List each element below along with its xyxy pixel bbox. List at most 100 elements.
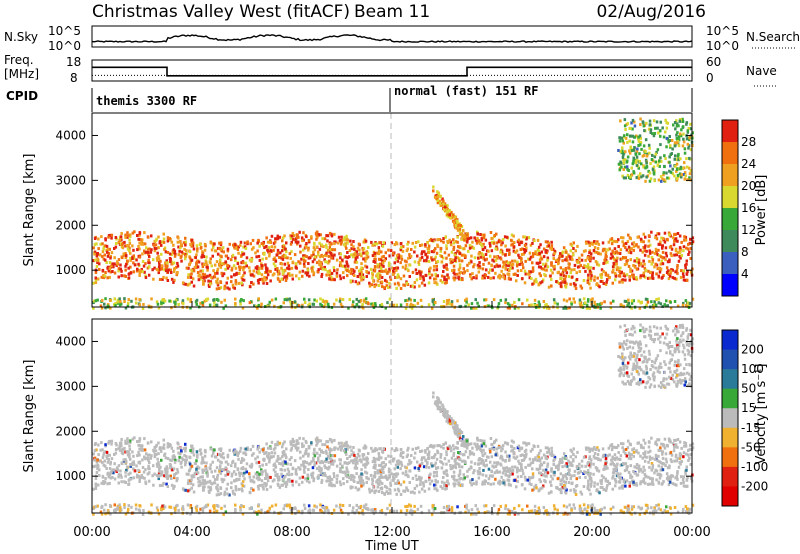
velocity-cell bbox=[364, 457, 367, 461]
power-cell bbox=[156, 268, 159, 272]
power-cell bbox=[560, 281, 563, 285]
power-cell bbox=[492, 298, 496, 302]
velocity-cell bbox=[575, 484, 579, 487]
power-cell bbox=[553, 264, 556, 268]
power-cell bbox=[670, 254, 673, 258]
power-cell bbox=[511, 259, 514, 263]
power-cell bbox=[592, 266, 595, 270]
power-cell bbox=[688, 301, 692, 305]
power-cell bbox=[436, 282, 439, 286]
power-cell bbox=[655, 249, 658, 253]
velocity-cell bbox=[172, 449, 175, 453]
power-cell bbox=[596, 303, 599, 307]
power-cell bbox=[539, 281, 542, 285]
power-cell bbox=[364, 256, 367, 260]
power-cell bbox=[573, 300, 576, 304]
power-cell bbox=[445, 302, 449, 306]
velocity-cell bbox=[290, 446, 293, 450]
power-cell bbox=[330, 232, 333, 236]
power-cell bbox=[584, 269, 587, 273]
power-cell bbox=[676, 265, 679, 269]
power-cell bbox=[217, 287, 221, 290]
power-cell bbox=[285, 241, 288, 245]
power-cell bbox=[240, 253, 243, 257]
power-cell bbox=[676, 173, 680, 177]
power-cell bbox=[673, 239, 676, 243]
velocity-cell bbox=[478, 467, 481, 470]
power-cell bbox=[674, 232, 677, 236]
velocity-cell bbox=[405, 455, 409, 459]
power-cell bbox=[279, 251, 282, 255]
power-cell bbox=[373, 267, 377, 271]
power-cell bbox=[659, 240, 662, 244]
power-cell bbox=[152, 277, 155, 281]
power-cell bbox=[166, 239, 170, 243]
power-cell bbox=[669, 144, 672, 148]
power-cell bbox=[393, 261, 396, 265]
power-cell bbox=[637, 137, 640, 141]
power-cell bbox=[395, 241, 398, 245]
power-cell bbox=[636, 147, 639, 151]
velocity-cell bbox=[298, 476, 302, 480]
power-cell bbox=[653, 300, 656, 304]
power-cell bbox=[628, 275, 632, 279]
power-cell bbox=[397, 275, 400, 279]
power-cell bbox=[526, 272, 529, 276]
power-cell bbox=[148, 261, 151, 265]
power-cell bbox=[202, 255, 206, 259]
velocity-cell bbox=[97, 443, 100, 447]
power-colorbar-label: Power [dB] bbox=[754, 175, 769, 246]
power-cell bbox=[449, 240, 453, 244]
power-cell bbox=[439, 201, 442, 205]
velocity-cell bbox=[302, 454, 305, 458]
power-cell bbox=[483, 246, 487, 250]
power-cell bbox=[234, 266, 238, 270]
velocity-cell bbox=[237, 451, 240, 455]
power-cell bbox=[454, 256, 457, 260]
velocity-cell bbox=[148, 461, 151, 464]
power-cell bbox=[523, 235, 527, 239]
velocity-cell bbox=[484, 444, 488, 448]
velocity-cell bbox=[124, 462, 128, 466]
power-cell bbox=[234, 243, 237, 247]
velocity-cell bbox=[529, 449, 533, 453]
power-cell bbox=[605, 258, 608, 262]
velocity-cell bbox=[226, 453, 230, 457]
power-cell bbox=[372, 279, 375, 283]
power-cell bbox=[130, 299, 133, 303]
power-cell bbox=[213, 272, 217, 275]
velocity-cell bbox=[289, 440, 292, 444]
power-cell bbox=[93, 250, 97, 254]
velocity-cell bbox=[446, 447, 450, 451]
power-cell bbox=[124, 275, 127, 278]
power-cell bbox=[280, 266, 283, 270]
power-cell bbox=[154, 239, 158, 243]
power-cell bbox=[392, 303, 395, 307]
power-cell bbox=[675, 133, 678, 137]
power-cell bbox=[622, 176, 626, 180]
velocity-cell bbox=[221, 480, 224, 484]
power-cell bbox=[678, 234, 682, 238]
power-cell bbox=[654, 303, 658, 307]
power-cell bbox=[664, 246, 668, 250]
power-cell bbox=[405, 260, 408, 264]
power-cell bbox=[313, 257, 316, 261]
velocity-cell bbox=[182, 447, 186, 451]
velocity-cell bbox=[678, 440, 682, 444]
power-cell bbox=[683, 278, 687, 282]
power-cell bbox=[628, 278, 631, 282]
power-cell bbox=[346, 238, 349, 242]
power-cell bbox=[257, 254, 261, 258]
power-cell bbox=[125, 254, 128, 258]
power-cell bbox=[552, 257, 555, 260]
power-cell bbox=[457, 245, 460, 249]
power-cell bbox=[419, 244, 422, 247]
power-cell bbox=[310, 254, 313, 258]
power-cell bbox=[215, 303, 219, 307]
velocity-cell bbox=[454, 482, 457, 486]
power-cell bbox=[613, 239, 616, 243]
power-cell bbox=[384, 278, 387, 282]
velocity-cell bbox=[471, 446, 474, 450]
velocity-cell bbox=[222, 468, 225, 472]
power-cell bbox=[515, 264, 519, 268]
